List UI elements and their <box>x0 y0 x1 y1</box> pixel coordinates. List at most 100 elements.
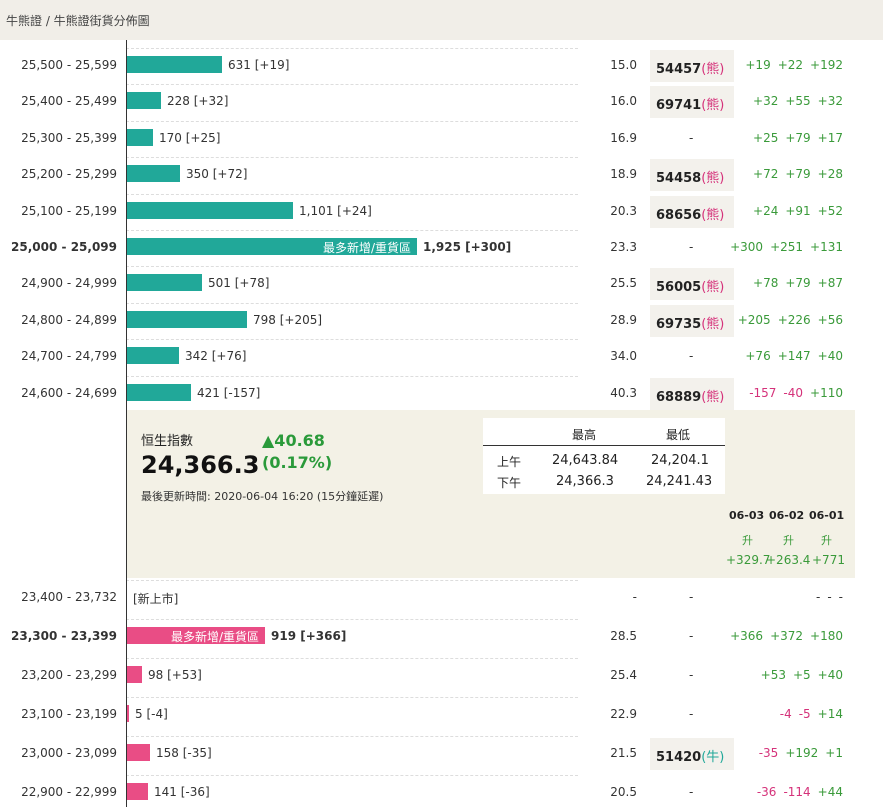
row-divider <box>126 580 578 581</box>
bear-outstanding-bar[interactable]: 最多新增/重貨區 <box>127 238 417 255</box>
high-low-table <box>483 418 725 494</box>
daily-changes: +78 +79 +87 <box>746 276 843 290</box>
outstanding-quantity: 170 [+25] <box>159 130 221 145</box>
conversion-ratio: 25.4 <box>610 667 637 682</box>
conversion-ratio: 34.0 <box>610 349 637 364</box>
date-index-change: +263.4 <box>766 553 811 567</box>
warrant-code[interactable]: 54457 <box>656 62 702 77</box>
bull-row: 22,900 - 22,999 141 [-36] 20.5 - -36 -114 +44 <box>0 774 883 811</box>
daily-change: +17 <box>817 130 843 145</box>
warrant-code-link[interactable]: 54457(熊) <box>656 58 724 77</box>
bull-outstanding-bar[interactable] <box>127 665 142 683</box>
bear-outstanding-bar[interactable] <box>127 165 180 183</box>
breadcrumb[interactable]: 牛熊證 / 牛熊證街貨分佈圖 <box>6 14 150 28</box>
warrant-code-link[interactable]: 69735(熊) <box>656 313 724 332</box>
date-header: 06-03 <box>729 509 765 522</box>
warrant-code: - <box>689 590 694 604</box>
bear-outstanding-bar[interactable] <box>127 56 222 73</box>
bear-outstanding-bar[interactable] <box>127 201 293 219</box>
daily-change: +40 <box>817 667 843 682</box>
warrant-type: (熊) <box>701 62 725 77</box>
daily-change: +180 <box>810 628 843 643</box>
warrant-code-link[interactable]: 69741(熊) <box>656 94 724 113</box>
row-divider <box>126 120 578 122</box>
warrant-code[interactable]: 54458 <box>656 171 702 187</box>
bear-outstanding-bar[interactable] <box>127 92 161 110</box>
breadcrumb-bar: 牛熊證 / 牛熊證街貨分佈圖 <box>0 0 883 40</box>
daily-change: +366 <box>730 628 764 643</box>
warrant-code[interactable]: 51420 <box>656 749 702 765</box>
daily-changes: +76 +147 +40 <box>738 349 843 363</box>
warrant-code-link[interactable]: 54458(熊) <box>656 167 724 186</box>
warrant-code-link[interactable]: 68889(熊) <box>656 386 724 405</box>
daily-change: +79 <box>785 130 811 145</box>
bear-outstanding-bar[interactable] <box>127 347 179 365</box>
warrant-type: (熊) <box>701 280 725 296</box>
daily-change: - <box>838 590 843 604</box>
warrant-type: (熊) <box>701 98 725 114</box>
bull-outstanding-bar[interactable] <box>127 704 129 722</box>
price-range: 24,700 - 24,799 <box>21 349 117 364</box>
outstanding-quantity: 141 [-36] <box>154 784 210 799</box>
daily-changes: +24 +91 +52 <box>746 204 843 218</box>
conversion-ratio: 15.0 <box>610 58 637 72</box>
bull-outstanding-bar[interactable]: 最多新增/重貨區 <box>127 626 265 644</box>
daily-change: +1 <box>825 745 843 760</box>
row-divider <box>126 193 578 195</box>
daily-change: -40 <box>783 385 804 400</box>
warrant-type: (熊) <box>701 389 725 405</box>
daily-change: +44 <box>817 784 843 799</box>
outstanding-quantity: 342 [+76] <box>185 349 247 364</box>
code-cell <box>650 86 734 119</box>
bull-outstanding-bar[interactable] <box>127 782 148 800</box>
daily-change: +131 <box>810 240 843 254</box>
daily-changes: -36 -114 +44 <box>750 785 843 799</box>
outstanding-quantity: 5 [-4] <box>135 706 168 721</box>
warrant-code[interactable]: 56005 <box>656 280 702 296</box>
bull-row: 23,300 - 23,399 最多新增/重貨區 919 [+366] 28.5 - +3… <box>0 618 883 655</box>
bull-row: 23,000 - 23,099 158 [-35] 21.5 51420(牛) -35 +… <box>0 735 883 772</box>
warrant-code[interactable]: 68656 <box>656 207 702 223</box>
price-range: 23,000 - 23,099 <box>21 745 117 760</box>
daily-change: +251 <box>770 240 804 254</box>
code-cell <box>650 304 734 337</box>
warrant-code[interactable]: 69741 <box>656 98 702 114</box>
daily-change: +52 <box>817 203 843 218</box>
bear-row: 24,900 - 24,999 501 [+78] 25.5 56005(熊) +78 +… <box>0 266 883 302</box>
price-range: 24,600 - 24,699 <box>21 385 117 400</box>
high-low-divider <box>483 445 725 446</box>
date-index-change: +771 <box>812 553 845 567</box>
daily-changes: --- <box>809 590 843 604</box>
conversion-ratio: 20.5 <box>610 784 637 799</box>
daily-change: -36 <box>756 784 777 799</box>
bull-outstanding-bar[interactable] <box>127 743 150 761</box>
new-listing-label: [新上市] <box>133 592 179 606</box>
am-label: 上午 <box>497 455 522 469</box>
warrant-code-link[interactable]: 56005(熊) <box>656 276 724 295</box>
am-low: 24,204.1 <box>651 453 709 468</box>
daily-changes: +205 +226 +56 <box>731 313 843 327</box>
warrant-code[interactable]: 68889 <box>656 389 702 405</box>
daily-change: +5 <box>792 667 811 682</box>
daily-change: +40 <box>817 349 843 364</box>
outstanding-quantity: 158 [-35] <box>156 745 212 760</box>
bear-outstanding-bar[interactable] <box>127 128 153 146</box>
bear-row: 25,200 - 25,299 350 [+72] 18.9 54458(熊) +72 +… <box>0 157 883 193</box>
bear-row: 25,300 - 25,399 170 [+25] 16.9 - +25 +79 +17 <box>0 120 883 157</box>
daily-change: +78 <box>753 276 779 291</box>
daily-change: +147 <box>777 349 811 364</box>
warrant-code-link[interactable]: 51420(牛) <box>656 746 724 765</box>
bear-outstanding-bar[interactable] <box>127 383 191 401</box>
warrant-code-link[interactable]: 68656(熊) <box>656 204 724 223</box>
row-divider <box>126 735 578 737</box>
bear-outstanding-bar[interactable] <box>127 274 202 292</box>
warrant-code[interactable]: 69735 <box>656 316 702 332</box>
last-updated: 最後更新時間: 2020-06-04 16:20 (15分鐘延遲) <box>141 490 384 503</box>
price-range: 23,200 - 23,299 <box>21 667 117 682</box>
bear-outstanding-bar[interactable] <box>127 310 247 328</box>
conversion-ratio: 16.9 <box>610 130 637 145</box>
warrant-code: - <box>689 784 694 799</box>
price-range: 22,900 - 22,999 <box>21 784 117 799</box>
conversion-ratio: 25.5 <box>610 276 637 291</box>
daily-change: -114 <box>783 784 811 799</box>
